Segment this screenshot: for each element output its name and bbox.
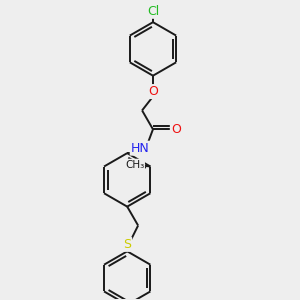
Text: HN: HN <box>131 142 149 155</box>
Text: O: O <box>171 123 181 136</box>
Text: S: S <box>123 238 131 251</box>
Text: CH₃: CH₃ <box>125 160 144 170</box>
Text: Cl: Cl <box>147 5 159 18</box>
Text: O: O <box>148 85 158 98</box>
